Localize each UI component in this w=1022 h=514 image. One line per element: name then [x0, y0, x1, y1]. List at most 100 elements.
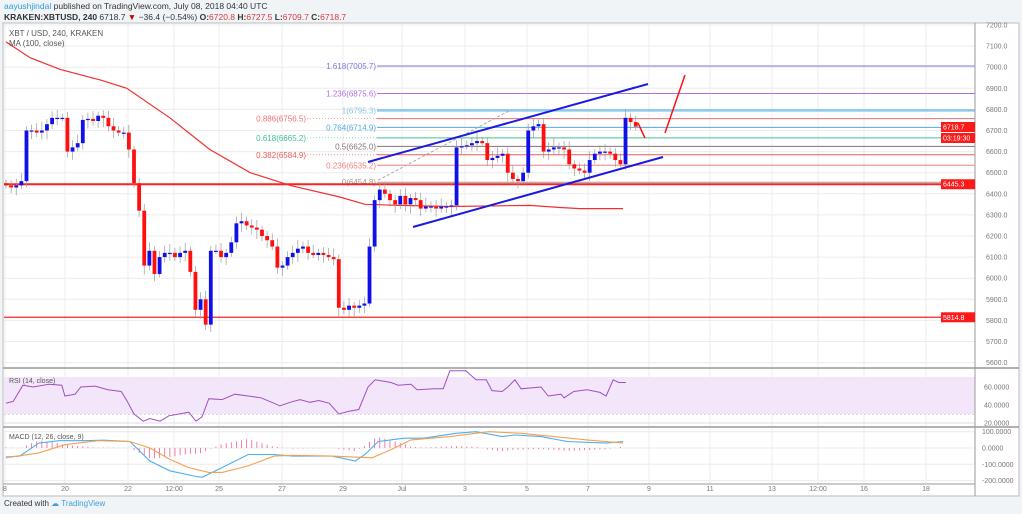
candle-up — [239, 221, 244, 224]
open-value: 6720.8 — [209, 12, 236, 22]
candle-up — [290, 252, 295, 258]
author-link[interactable]: aayushjindal — [4, 1, 52, 11]
candle-up — [80, 119, 85, 144]
candle-up — [183, 250, 188, 253]
fib-level-label: 1(6795.3) — [342, 106, 377, 115]
lower-trendline — [412, 156, 664, 228]
rsi-line — [5, 370, 626, 422]
candle-down — [413, 198, 418, 201]
candle-up — [362, 303, 367, 306]
rsi-tick: 40.0000 — [984, 403, 1009, 410]
time-tick: 18 — [922, 486, 930, 493]
price-tick: 5900.0 — [986, 297, 1008, 304]
price-tick: 6400.0 — [986, 191, 1008, 198]
fib-level-label: 0.382(6584.9) — [256, 151, 306, 160]
candle-down — [137, 183, 142, 211]
last-price: 6718.7 — [99, 12, 126, 22]
time-tick: 5 — [525, 486, 529, 493]
candle-up — [470, 143, 474, 146]
candle-up — [521, 172, 526, 182]
candle-up — [398, 195, 403, 205]
close-value: 6718.7 — [320, 12, 347, 22]
candle-down — [321, 252, 326, 255]
fib-level-label: 0.764(6714.9) — [326, 123, 376, 132]
candle-up — [14, 185, 19, 188]
candle-down — [4, 183, 8, 186]
price-tick: 7000.0 — [986, 65, 1008, 72]
candle-down — [418, 200, 423, 209]
rsi-legend[interactable]: RSI (14, close) — [9, 378, 55, 385]
time-tick: 13 — [768, 486, 776, 493]
time-tick: 12:00 — [165, 486, 183, 493]
candle-down — [249, 225, 254, 228]
fib-level-label: 0.5(6625.0) — [335, 142, 376, 151]
candle-down — [275, 246, 280, 268]
candle-down — [311, 252, 316, 255]
fib-level-label: 0(6454.8) — [342, 178, 377, 187]
candle-down — [582, 170, 587, 173]
candle-up — [623, 117, 628, 165]
candle-down — [577, 168, 582, 171]
candle-down — [572, 164, 577, 169]
price-tick: 7100.0 — [986, 44, 1008, 51]
candle-down — [633, 122, 638, 127]
rsi-tick: 60.0000 — [984, 385, 1009, 392]
candle-down — [203, 299, 208, 325]
candle-down — [393, 200, 398, 205]
price-change: −36.4 (−0.54%) — [138, 12, 198, 22]
time-tick: Jul — [398, 486, 407, 493]
macd-tick: -100.0000 — [982, 462, 1014, 469]
candle-down — [608, 151, 613, 154]
candle-up — [224, 252, 229, 258]
candle-up — [531, 126, 536, 131]
candle-up — [423, 206, 428, 209]
candle-down — [331, 257, 336, 260]
candle-up — [557, 147, 561, 149]
macd-tick: -200.0000 — [982, 478, 1014, 485]
candle-up — [367, 246, 372, 304]
ma-legend[interactable]: MA (100, close) — [9, 39, 65, 48]
tradingview-logo-icon[interactable]: ☁ — [51, 499, 60, 508]
candle-up — [592, 153, 597, 161]
signal-line — [5, 431, 624, 473]
publish-info: aayushjindal published on TradingView.co… — [4, 1, 268, 11]
candle-up — [162, 252, 167, 258]
candle-up — [495, 155, 500, 158]
up-arrow-stroke — [664, 74, 686, 134]
time-tick: 25 — [215, 486, 223, 493]
candle-up — [229, 242, 234, 253]
time-tick: 27 — [278, 486, 286, 493]
candle-up — [429, 206, 433, 208]
rsi-band — [4, 377, 975, 414]
footer: Created with ☁ TradingView — [4, 499, 105, 508]
candle-up — [347, 305, 351, 310]
candle-up — [372, 200, 377, 247]
candle-up — [603, 151, 607, 153]
candle-up — [45, 124, 49, 131]
candle-up — [536, 124, 541, 127]
candle-up — [167, 252, 172, 255]
candle-down — [265, 236, 270, 241]
fib-level-label: 1.618(7005.7) — [326, 62, 376, 71]
candle-down — [336, 259, 341, 308]
time-tick: 20 — [61, 486, 69, 493]
candle-down — [244, 221, 249, 226]
close-label: C: — [311, 12, 321, 22]
price-tick: 6100.0 — [986, 255, 1008, 262]
last-price-tag-bg — [941, 122, 975, 132]
price-tick: 6900.0 — [986, 86, 1008, 93]
level-tag: 6445.3 — [943, 182, 965, 189]
candle-down — [111, 126, 116, 131]
candle-down — [505, 153, 510, 173]
price-tick: 6700.0 — [986, 128, 1008, 135]
candle-up — [121, 132, 126, 134]
time-tick: 29 — [339, 486, 347, 493]
triangle-down-icon: ▼ — [127, 12, 137, 22]
macd-legend[interactable]: MACD (12, 26, close, 9) — [9, 434, 84, 441]
candle-up — [464, 145, 469, 147]
candle-down — [173, 252, 177, 258]
chart-frame — [2, 22, 1020, 497]
candle-down — [485, 143, 490, 161]
tradingview-link[interactable]: TradingView — [61, 499, 106, 508]
